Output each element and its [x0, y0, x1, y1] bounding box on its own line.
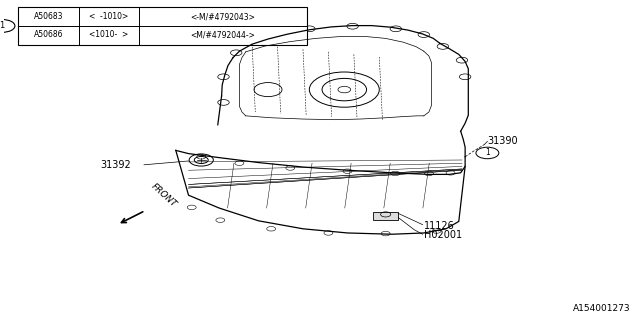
- Text: FRONT: FRONT: [149, 182, 178, 209]
- FancyBboxPatch shape: [18, 7, 307, 45]
- Text: <M/#4792044->: <M/#4792044->: [191, 30, 255, 39]
- Text: 1: 1: [485, 148, 490, 157]
- Text: 31392: 31392: [100, 160, 131, 170]
- Text: A50683: A50683: [33, 12, 63, 21]
- Text: 1: 1: [0, 21, 5, 30]
- Text: <  -1010>: < -1010>: [89, 12, 129, 21]
- Text: 31390: 31390: [488, 136, 518, 147]
- Text: A154001273: A154001273: [573, 304, 630, 313]
- FancyBboxPatch shape: [373, 212, 398, 220]
- Text: <1010-  >: <1010- >: [89, 30, 129, 39]
- Text: <-M/#4792043>: <-M/#4792043>: [191, 12, 255, 21]
- Text: H02001: H02001: [424, 230, 462, 240]
- Text: 11126: 11126: [424, 220, 454, 231]
- Text: A50686: A50686: [33, 30, 63, 39]
